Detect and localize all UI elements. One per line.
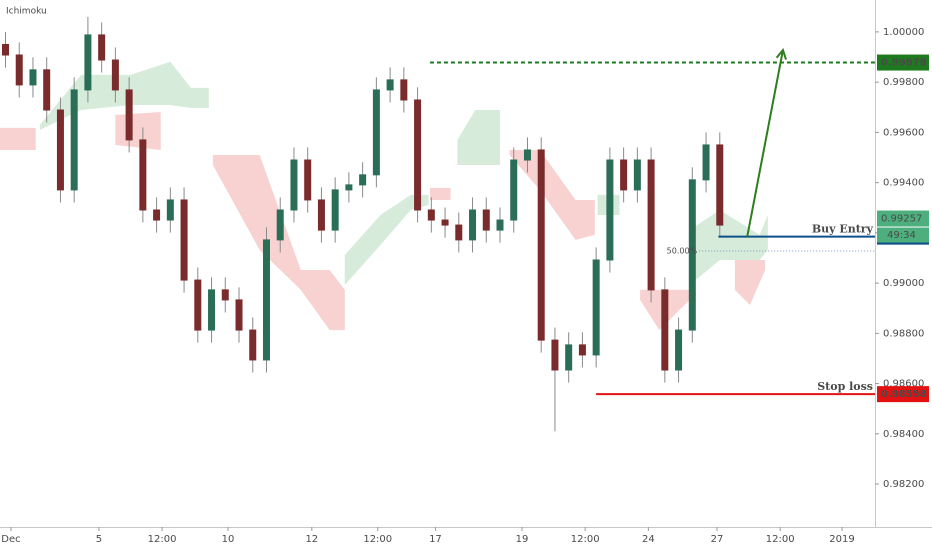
x-tick-label: 12:00 [766, 534, 795, 545]
candle-body [84, 34, 92, 91]
level-label: Stop loss [817, 380, 873, 393]
ichimoku-cloud [734, 259, 766, 305]
candle-body [716, 144, 724, 226]
y-tick-label: 0.98800 [883, 328, 924, 339]
ichimoku-cloud [509, 149, 595, 240]
candle-body [427, 209, 435, 221]
candle-body [386, 79, 394, 91]
candle-body [565, 344, 573, 371]
candle-body [620, 159, 628, 191]
y-tick-label: 0.99800 [883, 77, 924, 88]
price-tag-label: 0.98558 [881, 389, 927, 400]
candle-body [702, 144, 710, 181]
x-tick-label: 12:00 [363, 534, 392, 545]
ichimoku-cloud [429, 187, 451, 200]
price-tag [877, 386, 929, 403]
candle-body [372, 89, 380, 176]
level-label: Buy Entry [812, 223, 874, 236]
candle-body [359, 174, 367, 186]
candle-body [290, 159, 298, 211]
candle-body [400, 79, 408, 101]
candle-body [180, 199, 188, 281]
level-label: 50.00% [667, 246, 698, 255]
indicator-label: Ichimoku [6, 7, 47, 17]
candle-body [633, 159, 641, 191]
candle-body [688, 179, 696, 331]
x-tick-label: Dec [1, 534, 20, 545]
timer-tag [877, 227, 929, 243]
candle-body [510, 159, 518, 221]
candle-body [15, 54, 23, 86]
y-tick-label: 0.98200 [883, 479, 924, 490]
x-tick-label: 10 [222, 534, 235, 545]
timer-label: 49:34 [887, 230, 916, 241]
target-arrow-head [775, 47, 787, 60]
y-tick-label: 0.99600 [883, 127, 924, 138]
x-tick-label: 5 [96, 534, 102, 545]
x-tick-label: 12 [305, 534, 318, 545]
candle-body [345, 184, 353, 191]
candle-body [675, 329, 683, 371]
y-tick-label: 1.00000 [883, 27, 924, 38]
x-tick-label: 12:00 [148, 534, 177, 545]
ichimoku-cloud [457, 110, 500, 166]
candle-body [56, 109, 64, 191]
x-tick-label: 12:00 [571, 534, 600, 545]
y-tick-label: 0.99400 [883, 178, 924, 189]
candle-body [482, 209, 490, 231]
x-tick-label: 27 [711, 534, 724, 545]
candle-body [139, 139, 147, 211]
candle-body [414, 99, 422, 211]
candle-body [304, 159, 312, 201]
last-price-label: 0.99257 [881, 214, 922, 225]
candle-body [235, 299, 243, 331]
candle-body [153, 209, 161, 221]
candle-body [537, 149, 545, 341]
candle-body [1, 43, 9, 56]
candle-body [647, 159, 655, 291]
price-tag-label: 0.99878 [881, 58, 927, 69]
candle-body [166, 199, 174, 221]
candle-body [111, 59, 119, 91]
candle-body [194, 279, 202, 331]
candle-body [523, 149, 531, 161]
x-tick-label: 24 [642, 534, 655, 545]
candle-body [441, 219, 449, 226]
candle-body [262, 239, 270, 361]
candle-body [606, 159, 614, 261]
candle-body [29, 69, 37, 86]
y-tick-label: 0.99000 [883, 278, 924, 289]
candle-body [125, 89, 133, 141]
candle-body [331, 189, 339, 231]
ichimoku-cloud [39, 61, 209, 130]
candle-body [98, 34, 106, 61]
x-tick-label: 19 [516, 534, 529, 545]
candle-body [469, 209, 477, 241]
candle-body [276, 209, 284, 241]
last-price-tag [877, 210, 929, 227]
candle-body [592, 259, 600, 356]
y-tick-label: 0.98600 [883, 379, 924, 390]
ichimoku-cloud [212, 154, 345, 331]
ichimoku-cloud [0, 127, 36, 150]
y-tick-label: 0.98400 [883, 429, 924, 440]
ichimoku-cloud [115, 112, 161, 150]
x-tick-label: 17 [429, 534, 442, 545]
candle-body [317, 199, 325, 231]
candle-body [578, 344, 586, 356]
candle-body [221, 289, 229, 301]
candle-body [208, 289, 216, 331]
candle-body [249, 329, 257, 361]
target-arrow [746, 49, 784, 237]
candle-body [43, 69, 51, 111]
candle-body [661, 289, 669, 371]
candle-body [496, 219, 504, 231]
candle-body [551, 339, 559, 371]
price-tag [877, 54, 929, 71]
candle-body [70, 89, 78, 191]
x-tick-label: 2019 [829, 534, 854, 545]
candle-body [455, 224, 463, 241]
